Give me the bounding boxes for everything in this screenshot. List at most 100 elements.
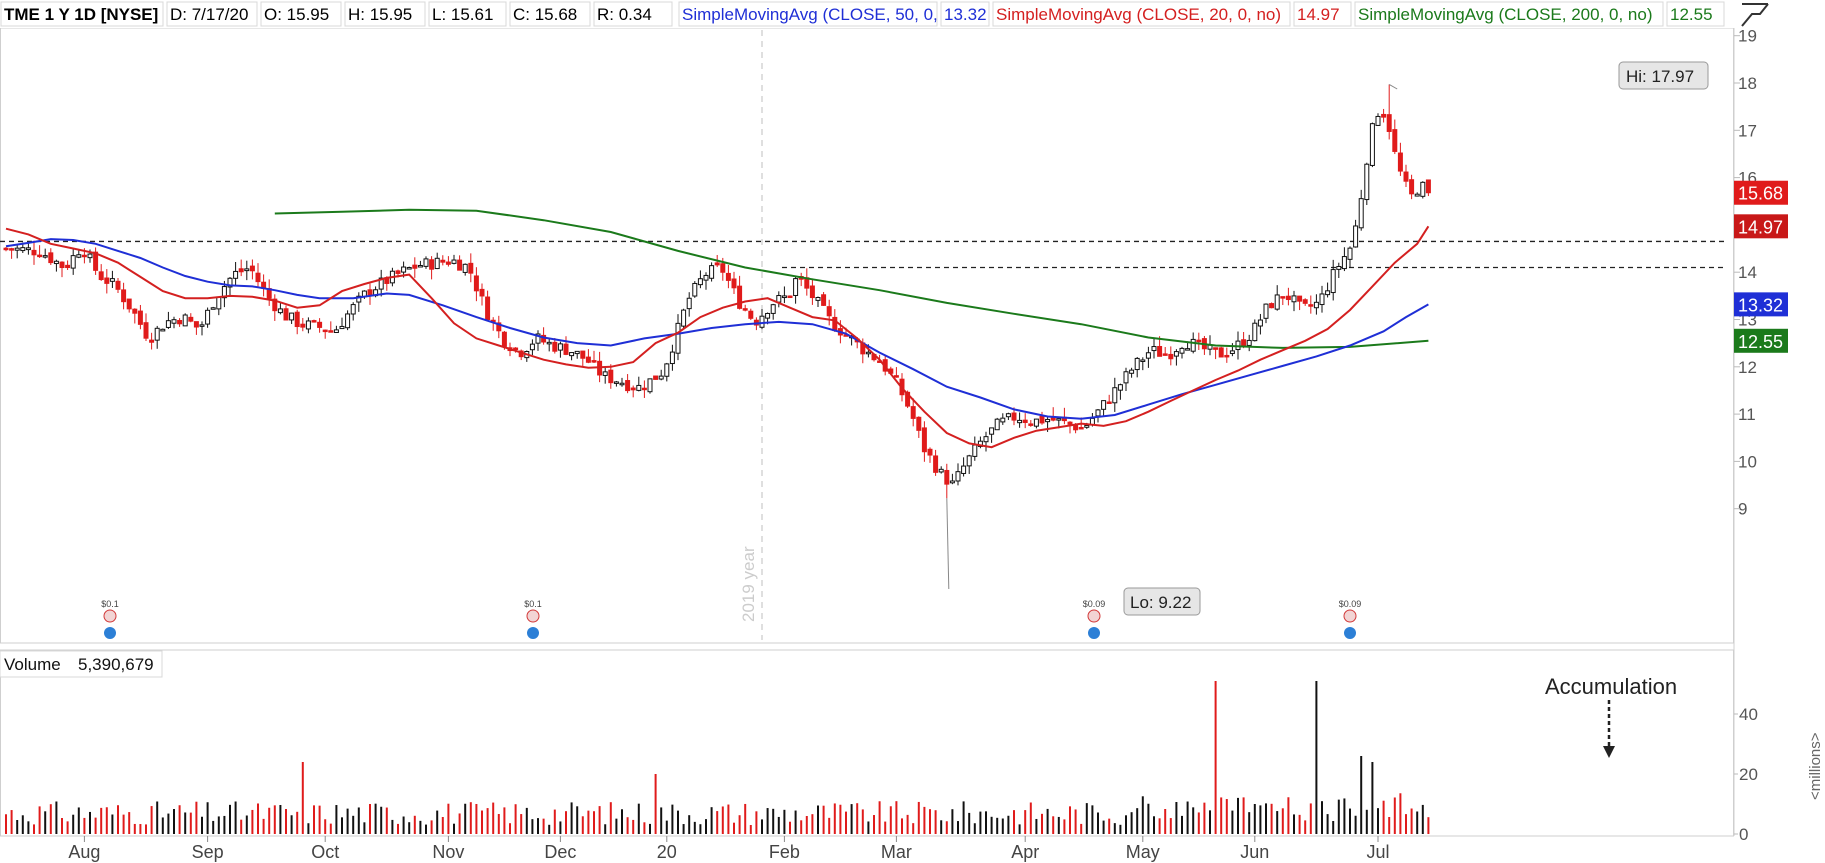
candle-body [787, 295, 793, 299]
header-close-box [509, 1, 591, 27]
candle-body [1403, 171, 1409, 182]
candle-body [933, 455, 939, 473]
candle-body [1325, 290, 1331, 296]
candle-body [406, 267, 412, 270]
candle-body [1336, 266, 1342, 270]
candle-body [149, 339, 155, 343]
candle-body [440, 259, 446, 263]
x-tick-label: Dec [544, 842, 576, 862]
header-sma20-label: SimpleMovingAvg (CLOSE, 20, 0, no) [996, 5, 1281, 24]
candle-body [221, 286, 227, 299]
candle-body [93, 251, 99, 271]
candle-body [580, 350, 586, 359]
candle-body [557, 343, 563, 351]
header-range: R: 0.34 [597, 5, 652, 24]
accumulation-arrowhead [1603, 746, 1615, 758]
candles [3, 84, 1431, 499]
header-symbol-box [0, 1, 164, 27]
candle-body [1073, 424, 1079, 431]
candle-body [1005, 413, 1011, 418]
candle-body [311, 320, 317, 323]
moving-averages [5, 208, 1430, 449]
candle-body [289, 312, 295, 321]
price-tick-label: 10 [1738, 452, 1757, 471]
accumulation-label: Accumulation [1545, 674, 1677, 699]
candle-body [423, 258, 429, 267]
candle-body [720, 263, 726, 273]
header-sma200-label: SimpleMovingAvg (CLOSE, 200, 0, no) [1358, 5, 1653, 24]
candle-body [994, 418, 1000, 431]
candle-body [300, 323, 306, 328]
candle-body [70, 255, 76, 269]
candle-body [87, 253, 93, 259]
header-high: H: 15.95 [348, 5, 412, 24]
x-tick-label: Jun [1240, 842, 1269, 862]
x-tick-label: Feb [769, 842, 800, 862]
candle-body [1145, 352, 1151, 359]
candle-body [675, 322, 681, 354]
candle-body [283, 308, 289, 321]
candle-body [1140, 359, 1146, 362]
candle-body [255, 272, 261, 283]
candle-body [703, 274, 709, 281]
candle-body [1420, 181, 1426, 197]
hi-label-box [1618, 61, 1709, 90]
candle-body [1241, 339, 1247, 347]
volume-header: Volume 5,390,679 [0, 650, 163, 678]
candle-body [401, 266, 407, 273]
candle-body [160, 328, 166, 332]
candle-body [625, 380, 631, 392]
candle-body [770, 304, 776, 314]
price-panel-frame [0, 27, 1734, 644]
candle-body [1179, 347, 1185, 354]
x-axis: Aug Sep Oct Nov Dec 20 Feb Mar Apr May Jun Jul [68, 836, 1390, 862]
volume-tick-label: 0 [1739, 825, 1748, 844]
candle-body [821, 294, 827, 306]
candle-body [529, 343, 535, 351]
header-symbol: TME 1 Y 1D [NYSE] [4, 5, 158, 24]
candle-body [1392, 129, 1398, 152]
candle-body [165, 320, 171, 328]
candle-body [177, 319, 183, 325]
x-tick-label: Sep [192, 842, 224, 862]
price-axis: 910111213141516171819 [1734, 27, 1757, 519]
candle-body [305, 320, 311, 330]
candle-body [630, 387, 636, 391]
candle-body [591, 360, 597, 363]
candle-body [697, 278, 703, 286]
candle-body [563, 343, 569, 355]
header-sma200-value: 12.55 [1670, 5, 1713, 24]
candle-body [115, 280, 121, 290]
header: TME 1 Y 1D [NYSE] D: 7/17/20 O: 15.95 H: 15… [0, 1, 1725, 27]
header-open: O: 15.95 [264, 5, 329, 24]
candle-body [417, 264, 423, 268]
candle-body [121, 289, 127, 303]
header-low-box [428, 1, 507, 27]
candle-body [205, 309, 211, 325]
candle-body [328, 330, 334, 333]
candle-body [132, 308, 138, 314]
candle-body [1291, 295, 1297, 303]
candle-body [485, 296, 491, 321]
candle-body [1011, 412, 1017, 421]
header-sma50-label-box [678, 1, 938, 27]
header-sma20-label-box [992, 1, 1291, 27]
header-close: C: 15.68 [513, 5, 577, 24]
candle-body [681, 309, 687, 327]
header-open-box [260, 1, 342, 27]
chart-style-icon[interactable] [1737, 3, 1769, 27]
header-sma200-label-box [1354, 1, 1664, 27]
lo-label: Lo: 9.22 [1130, 593, 1191, 612]
candle-body [249, 265, 255, 272]
candle-body [781, 295, 787, 299]
price-tick-label: 12 [1738, 358, 1757, 377]
candle-body [893, 375, 899, 378]
candle-body [1151, 346, 1157, 352]
candle-body [1123, 371, 1129, 384]
header-sma50-label: SimpleMovingAvg (CLOSE, 50, 0, no) [682, 5, 967, 24]
candle-body [1213, 347, 1219, 350]
candle-body [25, 247, 31, 251]
candle-body [356, 295, 362, 303]
candle-body [238, 268, 244, 273]
candle-body [1313, 301, 1319, 309]
